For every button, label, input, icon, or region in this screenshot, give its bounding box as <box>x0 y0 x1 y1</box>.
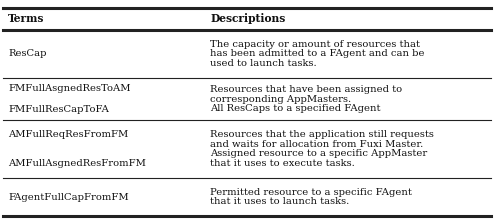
Text: Descriptions: Descriptions <box>210 13 285 24</box>
Text: FAgentFullCapFromFM: FAgentFullCapFromFM <box>8 192 128 202</box>
Text: The capacity or amount of resources that: The capacity or amount of resources that <box>210 40 420 49</box>
Text: All ResCaps to a specified FAgent: All ResCaps to a specified FAgent <box>210 104 380 113</box>
Text: that it uses to execute tasks.: that it uses to execute tasks. <box>210 159 355 168</box>
Text: and waits for allocation from Fuxi Master.: and waits for allocation from Fuxi Maste… <box>210 140 423 149</box>
Text: FMFullAsgnedResToAM: FMFullAsgnedResToAM <box>8 84 130 93</box>
Text: Resources that have been assigned to: Resources that have been assigned to <box>210 85 402 94</box>
Text: ResCap: ResCap <box>8 50 46 58</box>
Text: corresponding AppMasters.: corresponding AppMasters. <box>210 95 351 103</box>
Text: that it uses to launch tasks.: that it uses to launch tasks. <box>210 197 349 206</box>
Text: Terms: Terms <box>8 13 44 24</box>
Text: Resources that the application still requests: Resources that the application still req… <box>210 130 434 139</box>
Text: Assigned resource to a specific AppMaster: Assigned resource to a specific AppMaste… <box>210 149 427 158</box>
Text: FMFullResCapToFA: FMFullResCapToFA <box>8 105 109 114</box>
Text: Permitted resource to a specific FAgent: Permitted resource to a specific FAgent <box>210 188 412 197</box>
Text: used to launch tasks.: used to launch tasks. <box>210 59 317 68</box>
Text: has been admitted to a FAgent and can be: has been admitted to a FAgent and can be <box>210 50 424 58</box>
Text: AMFullReqResFromFM: AMFullReqResFromFM <box>8 130 128 139</box>
Text: AMFullAsgnedResFromFM: AMFullAsgnedResFromFM <box>8 159 146 168</box>
